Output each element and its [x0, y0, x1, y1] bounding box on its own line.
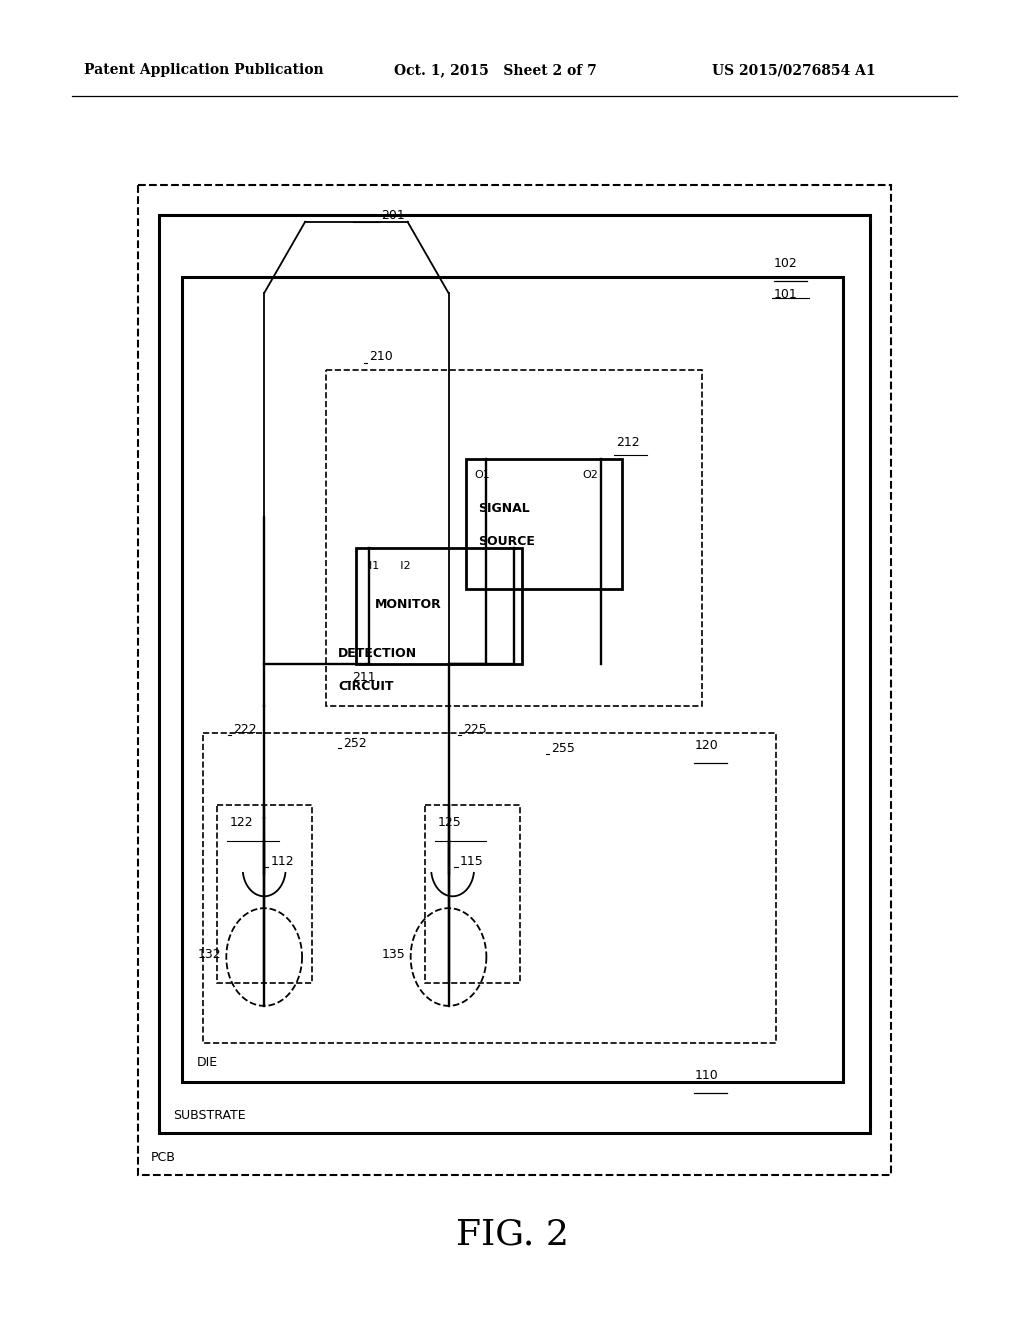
Text: US 2015/0276854 A1: US 2015/0276854 A1: [712, 63, 876, 78]
Text: 122: 122: [229, 816, 253, 829]
Bar: [217, 805, 312, 983]
Bar: [326, 370, 702, 706]
Text: 125: 125: [437, 816, 461, 829]
Text: DIE: DIE: [197, 1056, 218, 1069]
Text: PCB: PCB: [151, 1151, 175, 1164]
Text: O1: O1: [474, 470, 489, 480]
Text: 115: 115: [460, 855, 483, 869]
Text: 135: 135: [382, 948, 406, 961]
Text: 132: 132: [198, 948, 221, 961]
Text: SUBSTRATE: SUBSTRATE: [173, 1109, 246, 1122]
Text: 252: 252: [343, 737, 367, 750]
Text: Oct. 1, 2015   Sheet 2 of 7: Oct. 1, 2015 Sheet 2 of 7: [394, 63, 597, 78]
Bar: [138, 185, 891, 1175]
Bar: [159, 215, 870, 1133]
Text: 222: 222: [233, 723, 257, 737]
Bar: [182, 277, 843, 1082]
Text: 110: 110: [694, 1069, 718, 1082]
Text: MONITOR: MONITOR: [375, 598, 441, 611]
Text: I1      I2: I1 I2: [369, 561, 411, 572]
Text: 101: 101: [774, 288, 798, 301]
Text: SIGNAL: SIGNAL: [478, 502, 530, 515]
Text: 225: 225: [463, 723, 486, 737]
Text: DETECTION: DETECTION: [338, 647, 417, 660]
Bar: [203, 733, 776, 1043]
Text: FIG. 2: FIG. 2: [456, 1217, 568, 1251]
Text: 112: 112: [270, 855, 294, 869]
Text: 201: 201: [381, 209, 404, 222]
Bar: [466, 459, 622, 589]
Text: 210: 210: [369, 350, 392, 363]
Text: 212: 212: [616, 436, 640, 449]
Text: O2: O2: [583, 470, 599, 480]
Text: Patent Application Publication: Patent Application Publication: [84, 63, 324, 78]
Bar: [356, 548, 522, 664]
Text: 120: 120: [694, 739, 718, 752]
Bar: [425, 805, 520, 983]
Text: 255: 255: [551, 742, 574, 755]
Text: 211: 211: [352, 671, 376, 684]
Text: SOURCE: SOURCE: [478, 535, 536, 548]
Text: 102: 102: [774, 257, 798, 271]
Text: CIRCUIT: CIRCUIT: [338, 680, 393, 693]
